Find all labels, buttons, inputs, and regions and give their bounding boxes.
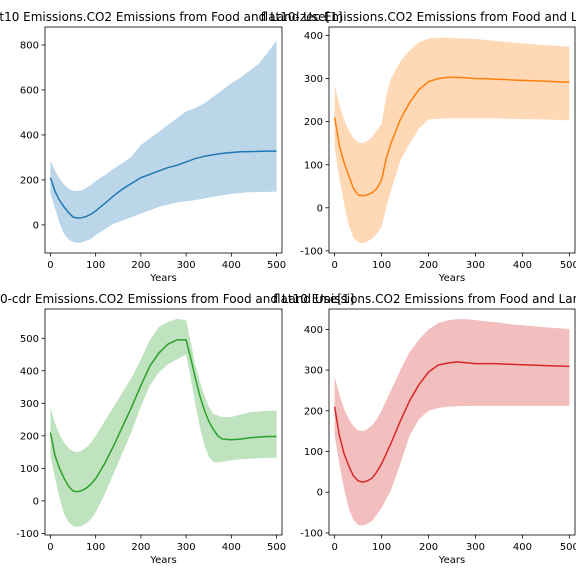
br-x-tick-label: 200 (419, 542, 438, 553)
tr-y-tick-label: -100 (300, 246, 323, 257)
br-x-tick-label: 400 (513, 542, 532, 553)
tl-x-tick-label: 300 (177, 260, 196, 271)
tl-axes-frame (44, 26, 283, 254)
br-y-tick-label: -100 (300, 528, 323, 539)
bl-y-tick-label: -100 (16, 529, 39, 540)
tl-y-tick-label: 0 (33, 220, 39, 231)
bl-x-tick-label: 400 (222, 542, 241, 553)
br-chart-title: flat10 Emissions.CO2 Emissions from Food… (273, 292, 576, 306)
bl-mean-line (49, 339, 277, 493)
tl-confidence-band (50, 40, 277, 243)
tr-x-tick-label: 500 (560, 260, 576, 271)
bl-y-tick-label: 200 (20, 431, 39, 442)
br-x-tick-label: 0 (331, 542, 337, 553)
tl-x-tick-label: 100 (86, 260, 105, 271)
br-x-tick-label: 100 (372, 542, 391, 553)
tl-chart: 0 100 200 300 400 500 0 200 400 600 800 Years flat10… (0, 10, 343, 284)
bl-x-axis-label: Years (149, 555, 176, 566)
tl-mean-line (49, 150, 277, 219)
tr-mean-line (333, 76, 570, 197)
br-y-tick-label: 0 (317, 488, 323, 499)
tl-x-tick-label: 0 (47, 260, 53, 271)
br-confidence-band (334, 319, 570, 526)
br-y-tick-label: 300 (304, 366, 323, 377)
br-x-tick-label: 500 (560, 542, 576, 553)
tr-y-tick-label: 400 (304, 31, 323, 42)
bl-y-tick-label: 300 (20, 399, 39, 410)
tl-y-tick-label: 600 (20, 85, 39, 96)
tr-x-tick-label: 400 (513, 260, 532, 271)
br-x-tick-label: 300 (466, 542, 485, 553)
br-y-tick-label: 100 (304, 447, 323, 458)
tr-confidence-band (334, 37, 570, 244)
bl-axes-frame (44, 308, 283, 536)
br-mean-line (333, 361, 570, 483)
tr-chart: 0 100 200 300 400 500 -100 0 100 200 300 400 Years fl… (261, 10, 576, 284)
bl-y-tick-label: 500 (20, 334, 39, 345)
bl-y-tick-label: 100 (20, 464, 39, 475)
br-y-tick-label: 200 (304, 406, 323, 417)
tr-chart-title: flat10-zec Emissions.CO2 Emissions from … (261, 10, 576, 24)
bl-x-tick-label: 300 (177, 542, 196, 553)
bl-chart-title: flat10-cdr Emissions.CO2 Emissions from … (0, 292, 354, 306)
tr-x-tick-label: 100 (372, 260, 391, 271)
tl-y-tick-label: 400 (20, 130, 39, 141)
tl-x-axis-label: Years (149, 273, 176, 284)
tl-x-tick-label: 500 (267, 260, 286, 271)
tl-x-tick-label: 200 (131, 260, 150, 271)
bl-x-tick-label: 500 (267, 542, 286, 553)
tr-y-tick-label: 0 (317, 203, 323, 214)
tr-x-tick-label: 0 (331, 260, 337, 271)
tr-x-tick-label: 300 (466, 260, 485, 271)
bl-x-tick-label: 100 (86, 542, 105, 553)
br-chart: 0 100 200 300 400 500 -100 0 100 200 300 400 Years fl… (273, 292, 576, 566)
tl-y-tick-label: 200 (20, 175, 39, 186)
tl-chart-title: flat10 Emissions.CO2 Emissions from Food… (0, 10, 343, 24)
tl-x-tick-label: 400 (222, 260, 241, 271)
bl-x-tick-label: 0 (47, 542, 53, 553)
tr-axes-frame (328, 26, 576, 254)
bl-y-tick-label: 0 (33, 496, 39, 507)
br-x-axis-label: Years (438, 555, 465, 566)
bl-chart: 0 100 200 300 400 500 -100 0 100 200 300 400 500 Year… (0, 292, 354, 566)
tr-y-tick-label: 100 (304, 160, 323, 171)
tl-y-tick-label: 800 (20, 40, 39, 51)
br-y-tick-label: 400 (304, 325, 323, 336)
bl-y-tick-label: 400 (20, 366, 39, 377)
bl-confidence-band (50, 318, 277, 527)
tr-y-tick-label: 200 (304, 117, 323, 128)
tr-y-tick-label: 300 (304, 74, 323, 85)
br-axes-frame (328, 308, 576, 536)
tr-x-axis-label: Years (438, 273, 465, 284)
tr-x-tick-label: 200 (419, 260, 438, 271)
bl-x-tick-label: 200 (131, 542, 150, 553)
